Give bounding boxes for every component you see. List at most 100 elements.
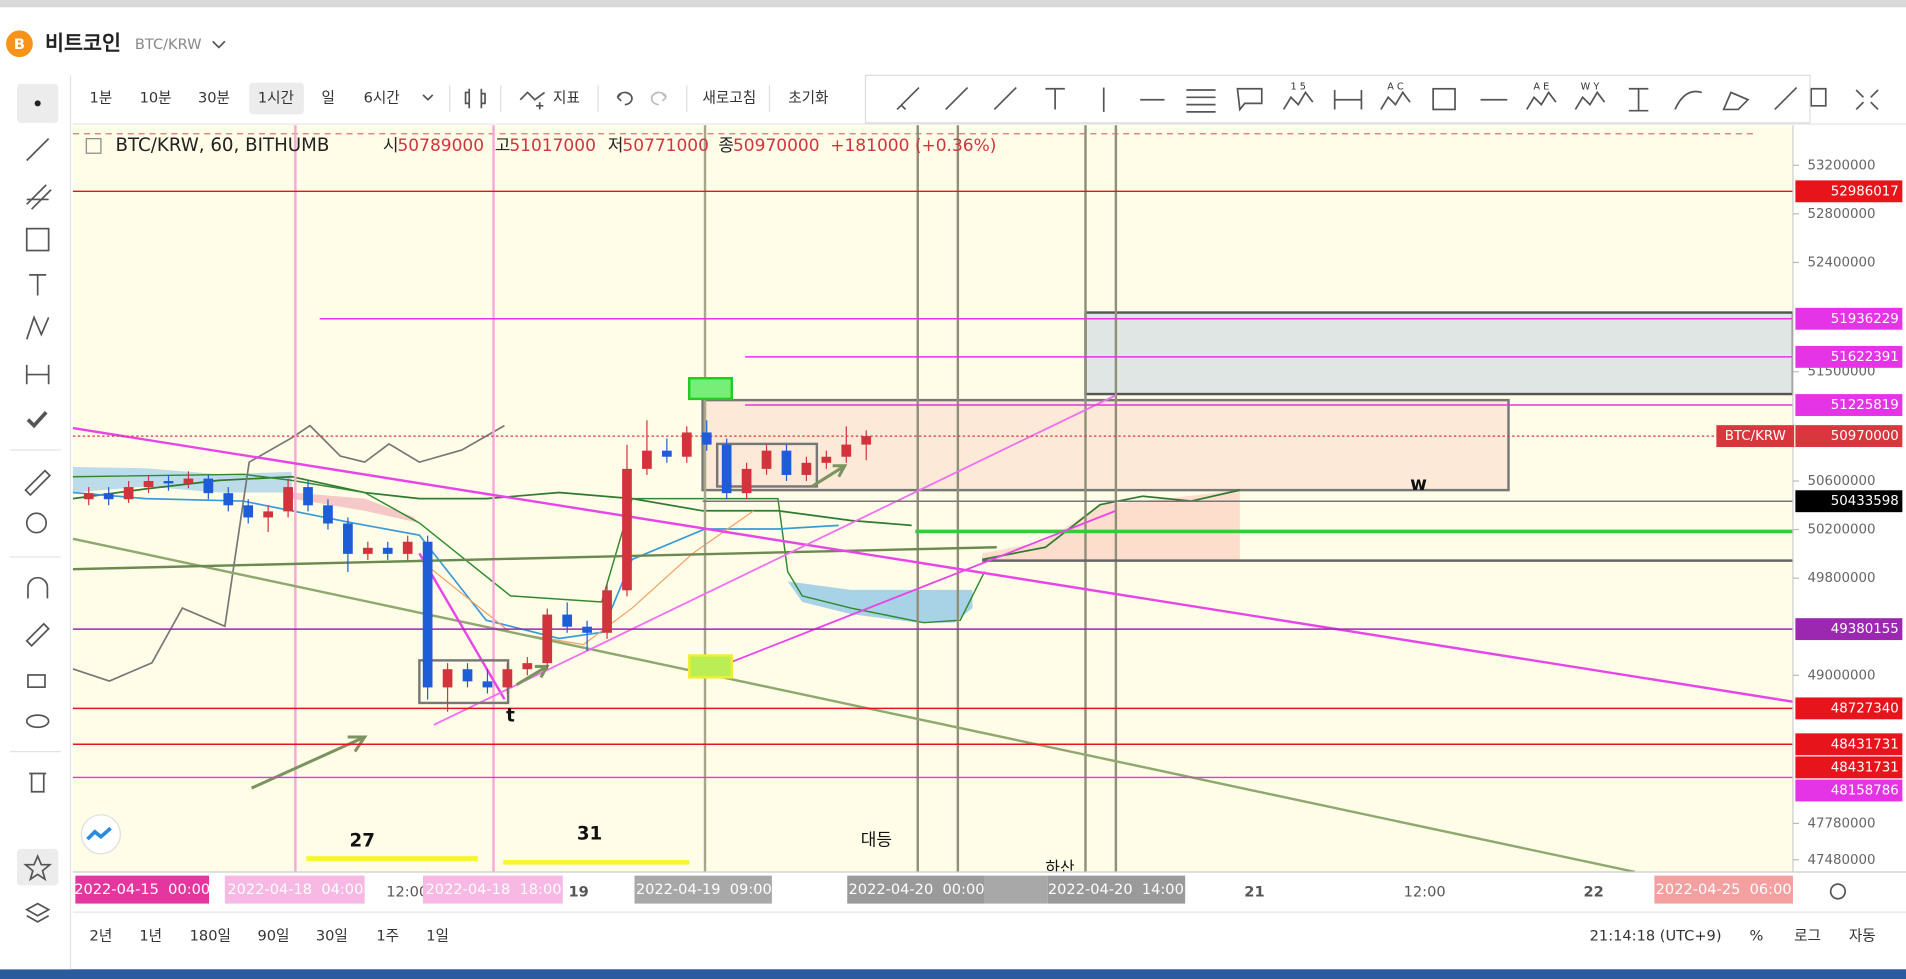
interval-button[interactable]: 일: [321, 90, 334, 107]
tool-icon[interactable]: [1380, 90, 1411, 110]
candle-body: [323, 505, 333, 524]
tool-icon[interactable]: [1774, 86, 1798, 111]
candle-body: [542, 614, 553, 664]
tool-icon[interactable]: [1282, 90, 1314, 110]
magnet-tool[interactable]: [27, 576, 49, 599]
line-tool[interactable]: [26, 138, 50, 162]
candle-body: [402, 541, 413, 554]
tool-icon[interactable]: [1628, 87, 1649, 112]
price-label-bg: [1795, 697, 1903, 720]
candle-body: [801, 462, 812, 475]
arrow: [811, 464, 848, 488]
range-button[interactable]: 90일: [258, 927, 290, 944]
scale-button[interactable]: 로그: [1794, 927, 1821, 944]
price-label-bg: [1795, 394, 1903, 416]
zoom-tool[interactable]: [25, 512, 48, 534]
check-tool[interactable]: [26, 411, 48, 429]
cursor-tool[interactable]: [34, 100, 41, 107]
tool-icon[interactable]: [993, 86, 1017, 111]
time-label: 2022-04-19 09:00: [636, 881, 772, 898]
coin-icon: [6, 30, 33, 58]
layers-tool[interactable]: [24, 902, 51, 923]
indicator-button[interactable]: 지표: [553, 90, 580, 107]
taskbar: [0, 969, 1906, 979]
measure-tool[interactable]: [25, 364, 50, 385]
reset-button[interactable]: 초기화: [788, 90, 828, 107]
favorite-tool[interactable]: [23, 854, 53, 882]
indicator-icon[interactable]: [519, 91, 546, 110]
range-button[interactable]: 30일: [316, 927, 348, 944]
tool-icon[interactable]: [1045, 87, 1065, 110]
screen-buttons[interactable]: [1810, 87, 1879, 111]
candle-body: [821, 456, 832, 463]
price-label: 49380155: [1831, 622, 1899, 637]
price-label-bg: [1795, 490, 1903, 513]
tool-icon[interactable]: [1236, 87, 1263, 112]
indicator-line: [72, 475, 912, 527]
candle-body: [243, 505, 254, 518]
range-button[interactable]: 1년: [139, 927, 162, 944]
legend-label: 저: [608, 136, 624, 156]
chart-style-button[interactable]: [464, 88, 486, 109]
legend-toggle[interactable]: [85, 138, 102, 154]
pair-dropdown[interactable]: [212, 40, 226, 49]
tool-icon[interactable]: [1526, 90, 1557, 110]
fib-tool[interactable]: [26, 184, 52, 210]
time-label-bg: [1654, 875, 1793, 904]
tool-icon[interactable]: [1722, 91, 1750, 111]
delete-tool[interactable]: [29, 772, 47, 793]
interval-button[interactable]: 1시간: [258, 90, 294, 107]
lock-draw-tool[interactable]: [25, 622, 50, 647]
tool-icon[interactable]: [1186, 89, 1216, 113]
interval-button[interactable]: 10분: [140, 90, 172, 107]
tool-icon[interactable]: [945, 86, 969, 111]
tool-icon[interactable]: [1333, 89, 1363, 110]
ruler-tool[interactable]: [24, 469, 52, 497]
price-tag: BTC/KRW: [1725, 429, 1786, 444]
candle-body: [721, 444, 732, 494]
range-button[interactable]: 1주: [376, 927, 399, 944]
undo-button[interactable]: [616, 91, 633, 106]
price-label-bg: [1795, 345, 1903, 368]
y-tick-label: 50200000: [1808, 523, 1876, 538]
visibility-tool[interactable]: [25, 714, 50, 729]
refresh-button[interactable]: 새로고침: [703, 90, 757, 107]
interval-button[interactable]: 30분: [198, 90, 230, 107]
tool-icon[interactable]: [1674, 90, 1703, 110]
y-tick-label: 52800000: [1808, 207, 1876, 222]
logo[interactable]: [80, 814, 121, 855]
legend-symbol: BTC/KRW, 60, BITHUMB: [115, 135, 329, 156]
legend-value: 51017000: [509, 136, 596, 156]
text-tool[interactable]: [29, 273, 47, 296]
pattern-tool[interactable]: [25, 315, 50, 340]
settings-button[interactable]: [1829, 883, 1847, 900]
price-label-bg: [1795, 779, 1903, 802]
price-label: 48158786: [1831, 783, 1899, 798]
tool-icon[interactable]: [896, 86, 920, 111]
tool-icon[interactable]: [1432, 87, 1456, 111]
range-button[interactable]: 1일: [426, 927, 449, 944]
scale-button[interactable]: %: [1750, 927, 1764, 944]
candle-body: [263, 511, 274, 518]
price-axis-layer: 53200000 52800000 52400000 51500000 50600000…: [1716, 158, 1903, 868]
price-label-bg: [1795, 733, 1903, 756]
cloud: [72, 467, 292, 493]
interval-more[interactable]: [422, 94, 434, 101]
scale-button[interactable]: 자동: [1849, 927, 1876, 944]
interval-button[interactable]: 6시간: [364, 90, 400, 107]
legend-change: +181000 (+0.36%): [830, 136, 996, 156]
lock-tool[interactable]: [27, 674, 46, 688]
candle-body: [861, 436, 872, 445]
price-label: 51225819: [1831, 398, 1899, 413]
redo-button[interactable]: [650, 91, 667, 106]
data-layer: [72, 190, 1793, 779]
tool-icon[interactable]: [1574, 90, 1606, 110]
range-button[interactable]: 180일: [190, 927, 231, 944]
candle-body: [303, 487, 313, 506]
interval-button[interactable]: 1분: [90, 90, 113, 107]
time-label-bg: [224, 875, 365, 904]
range-button[interactable]: 2년: [90, 927, 113, 944]
shape-tool[interactable]: [25, 227, 50, 252]
